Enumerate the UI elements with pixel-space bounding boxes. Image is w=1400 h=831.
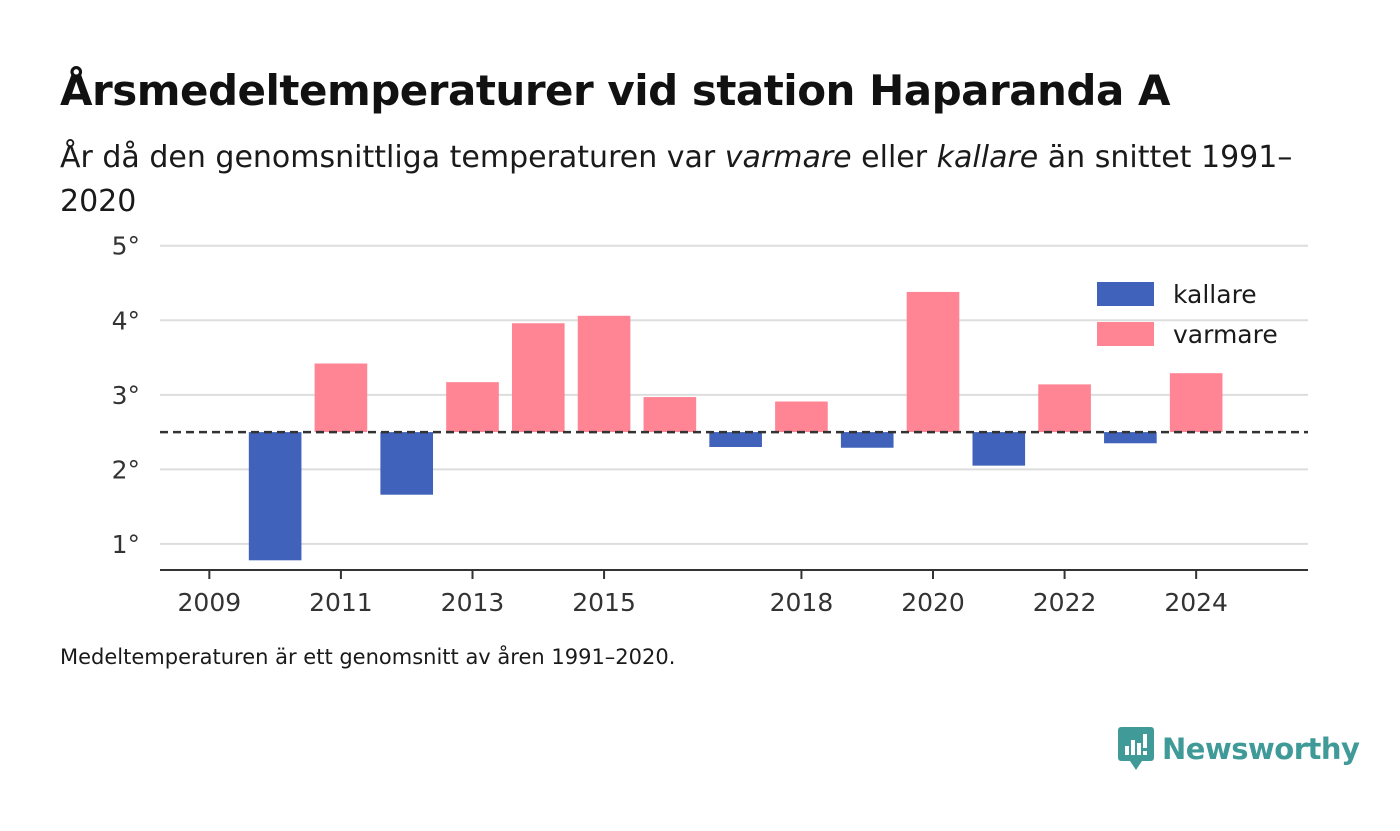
y-tick-label: 3°: [112, 381, 140, 410]
subtitle-part2: eller: [851, 140, 937, 175]
brand-logo: Newsworthy: [1118, 727, 1360, 771]
legend-swatch-varmare: [1097, 322, 1154, 346]
bar-kallare: [248, 432, 302, 561]
bar-kallare: [1104, 432, 1157, 444]
x-tick-label: 2013: [441, 588, 505, 617]
x-tick-label: 2020: [901, 588, 965, 617]
x-tick-label: 2015: [572, 588, 636, 617]
x-tick-label: 2009: [178, 588, 242, 617]
y-tick-label: 5°: [112, 232, 140, 261]
x-tick-label: 2022: [1033, 588, 1097, 617]
bar-varmare: [1169, 373, 1223, 433]
bar-varmare: [906, 291, 960, 433]
bar-varmare: [577, 315, 631, 433]
bar-kallare: [972, 432, 1026, 466]
chart-title: Årsmedeltemperaturer vid station Haparan…: [60, 66, 1170, 115]
bar-varmare: [446, 382, 499, 433]
footnote: Medeltemperaturen är ett genomsnitt av å…: [60, 645, 676, 669]
bar-varmare: [643, 397, 697, 433]
brand-name: Newsworthy: [1162, 732, 1360, 766]
subtitle-warm-word: varmare: [724, 140, 852, 175]
y-tick-label: 4°: [112, 306, 140, 335]
x-tick-label: 2018: [770, 588, 834, 617]
y-tick-label: 1°: [112, 530, 140, 559]
chart-subtitle: År då den genomsnittliga temperaturen va…: [60, 136, 1300, 224]
bar-kallare: [709, 432, 762, 447]
bar-kallare: [380, 432, 434, 495]
bar-varmare: [314, 363, 368, 433]
bar-varmare: [511, 323, 565, 433]
bar-varmare: [775, 401, 828, 433]
x-tick-label: 2024: [1164, 588, 1228, 617]
legend-label-varmare: varmare: [1173, 320, 1278, 349]
legend-label-kallare: kallare: [1173, 280, 1257, 309]
x-tick-label: 2011: [309, 588, 373, 617]
bar-chart: 1° 2° 3° 4° 5° 2009 2011 2013 2015 2018 2020 2022 20…: [112, 232, 1308, 617]
legend-swatch-kallare: [1097, 282, 1154, 306]
bar-varmare: [1038, 384, 1091, 433]
subtitle-part3: än snittet 1991–2020: [60, 140, 1293, 219]
newsworthy-logo-icon: [1118, 727, 1154, 770]
bar-kallare: [840, 432, 894, 448]
subtitle-cold-word: kallare: [936, 140, 1039, 175]
subtitle-part1: År då den genomsnittliga temperaturen va…: [60, 140, 725, 175]
y-tick-label: 2°: [112, 455, 140, 484]
